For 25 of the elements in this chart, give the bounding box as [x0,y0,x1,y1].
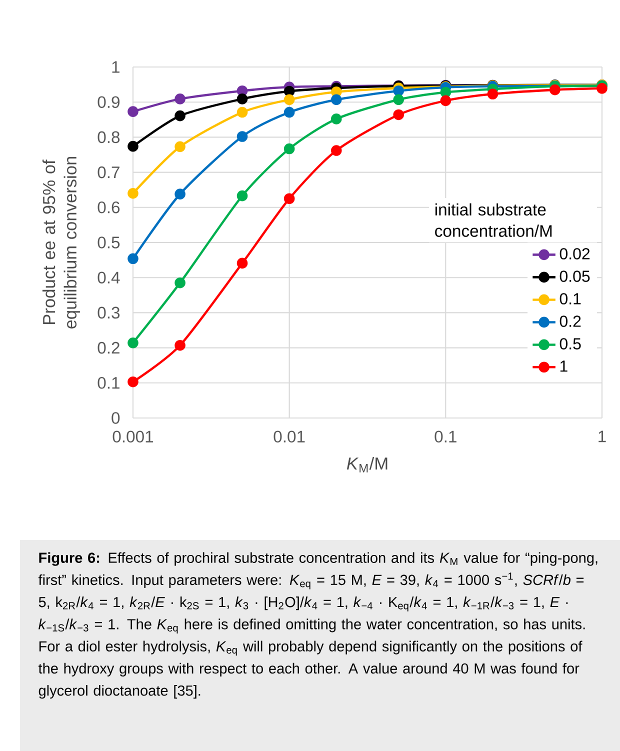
y-tick-label: 0.9 [98,96,120,108]
x-axis-title: K$_{M}$/M [346,456,388,472]
y-tick-label: 0.8 [98,131,120,144]
legend-label: 0.5 [560,338,581,350]
legend-label: 0.02 [560,248,590,260]
legend-title: initial substrate concentration/M [435,203,552,237]
y-tick-label: 1 [112,61,120,73]
x-tick-label: 0.1 [434,430,456,443]
legend-label: 1 [560,360,568,372]
legend-label: 0.2 [560,316,581,327]
y-tick-label: 0 [112,412,120,424]
y-tick-label: 0.4 [98,272,120,284]
x-tick-label: 0.01 [274,430,305,443]
y-tick-label: 0.2 [98,342,120,354]
y-tick-label: 0.5 [98,236,120,248]
y-tick-label: 0.6 [98,202,120,214]
y-tick-label: 0.1 [98,377,120,389]
legend-label: 0.05 [560,270,590,282]
x-tick-label: 0.001 [112,430,154,443]
legend-label: 0.1 [560,293,581,304]
y-axis-title: Product ee at 95% of equilibrium conversion [42,156,80,328]
y-tick-label: 0.3 [98,306,120,319]
y-tick-label: 0.7 [98,166,120,178]
text: Figure 6: Effects of prochiral substrate concentration and its K$_{M}$ value for “ping-pong, first” kinetics. Input parameters were: K$_{eq}$ = 15 M, E = 39, k$_{4}$ = 1000 s$^{−1}$, SCRf/b = 5, k$_{2R}$/k$_{4}$ = 1, k$_{2R}$/E · k$_{2S}$ = 1, k$_{3}$ · [H$_{2}$O]/k$_{4}$ = 1, k$_{−4}$ · K$_{eq}$/k$_{4}$ = 1, k$_{−1R}$/k$_{−3}$ = 1, E · k$_{−1S}$/k$_{−3}$ = 1. The K$_{eq}$ here is defined omitting the water concentration, so has units. For a diol ester hydrolysis, K$_{eq}$ will probably depend significantly on the positions of the hydroxy groups with respect to each other. A value around 40 M was found for glycerol dioctanoate [35]. [38,552,598,699]
x-tick-label: 1 [598,430,606,442]
